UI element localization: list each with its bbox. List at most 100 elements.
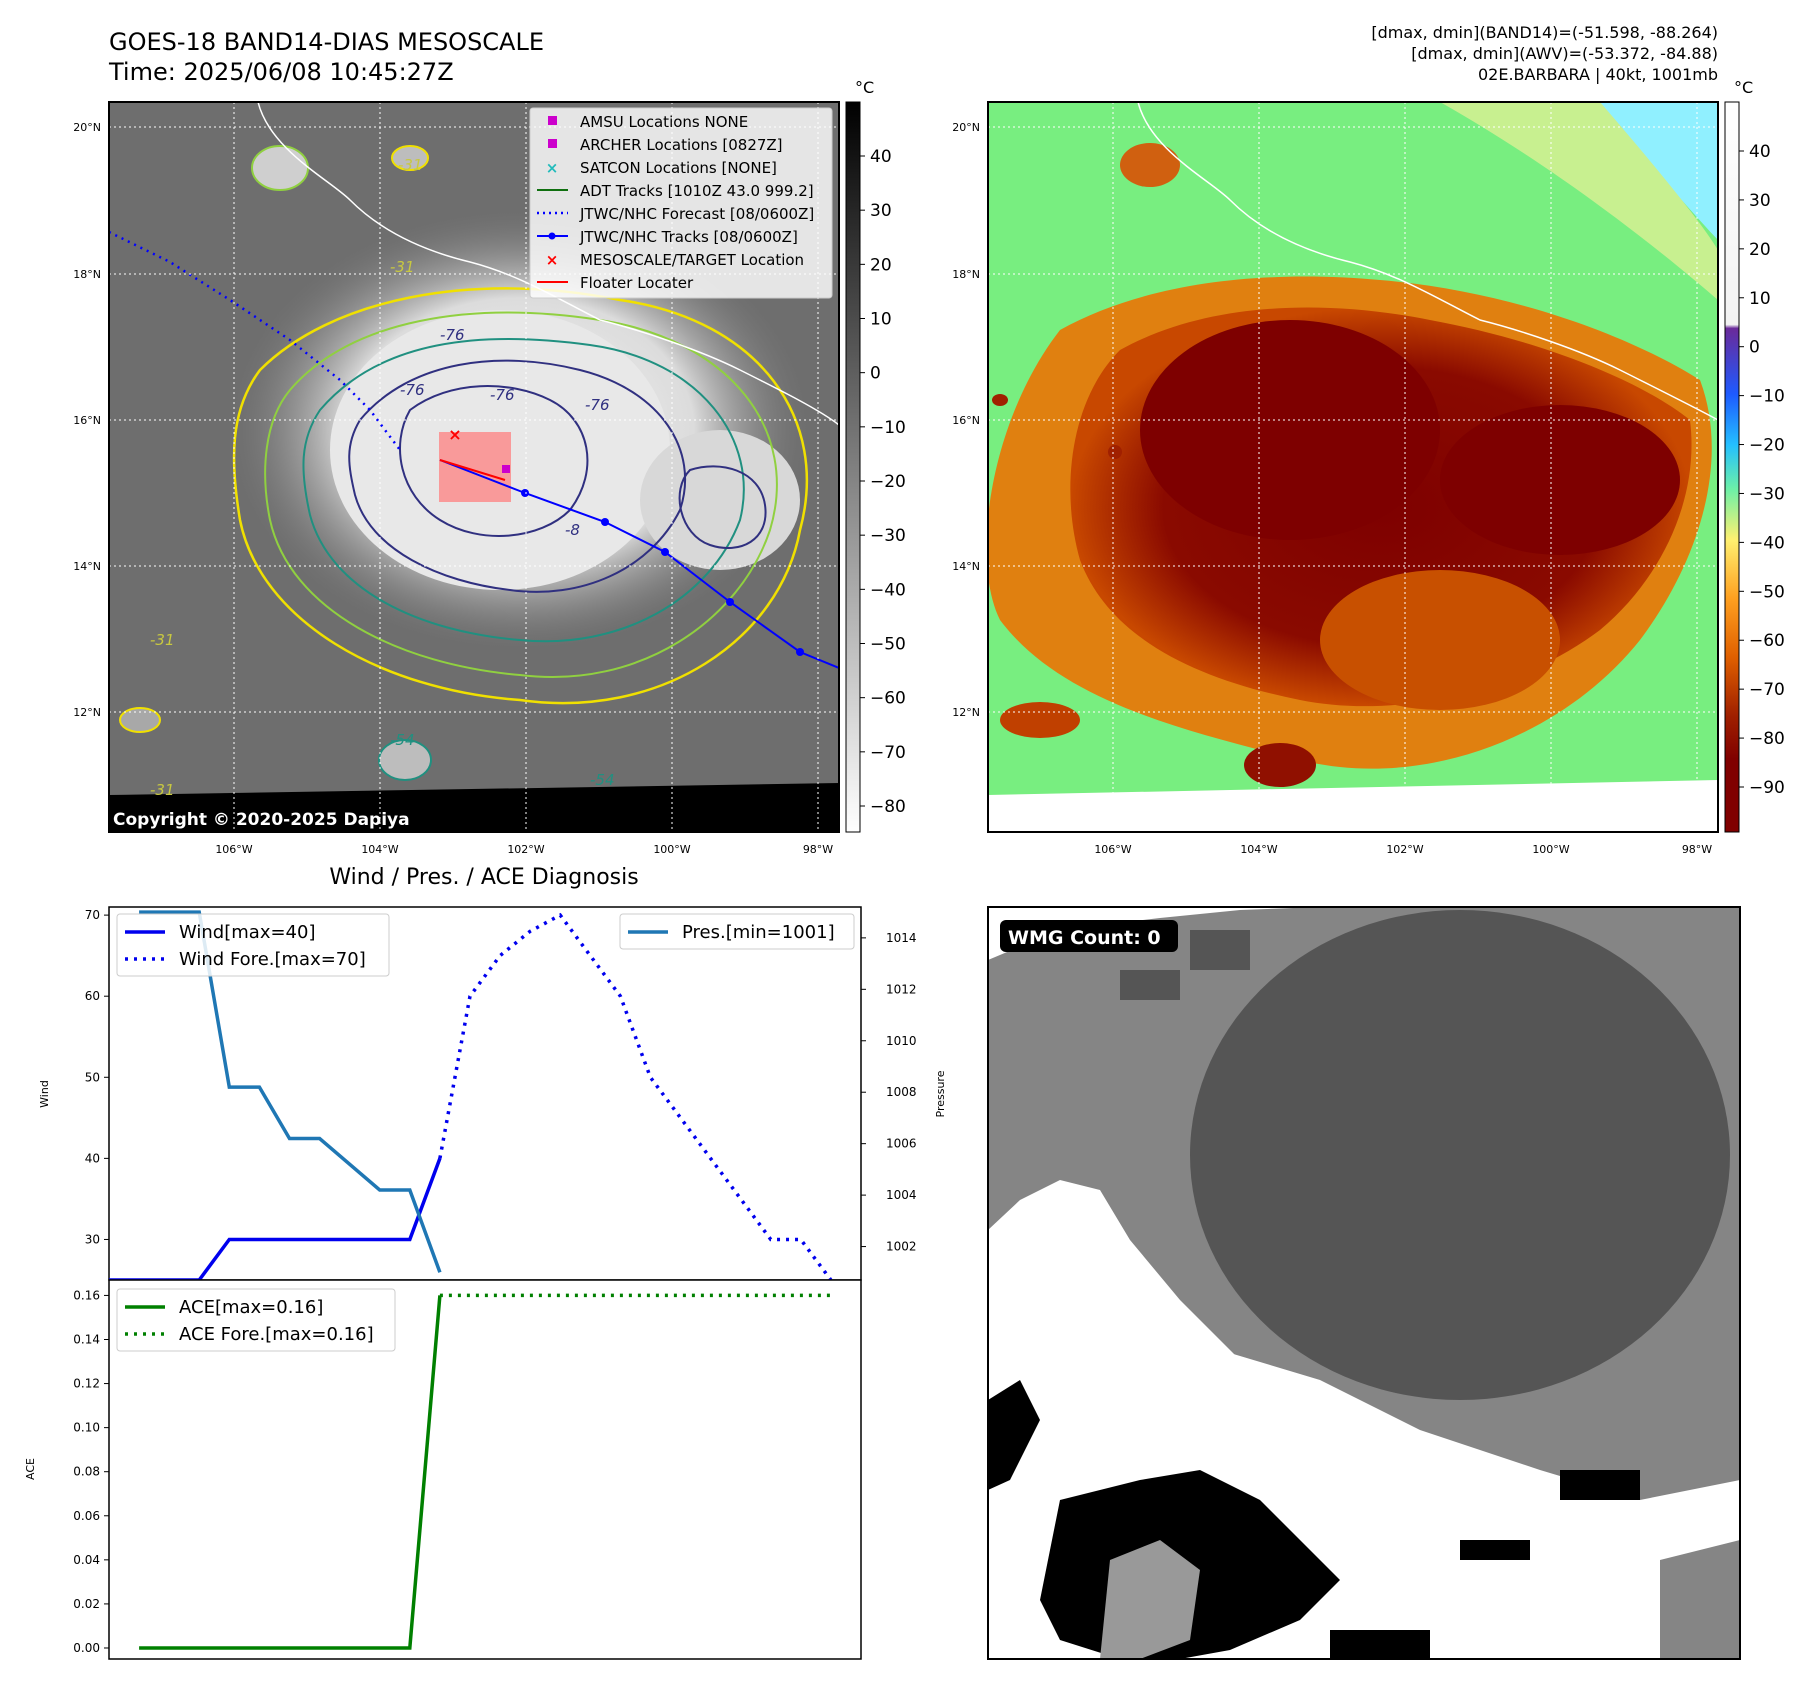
legend-label: ACE Fore.[max=0.16]	[179, 1324, 374, 1345]
y2-tick-label: 1012	[886, 982, 917, 996]
ace-chart: 0.16 0.14 0.12 0.10 0.08 0.06 0.04 0.02 0.00 ACE[…	[24, 1279, 862, 1660]
series-line	[438, 912, 833, 1282]
info-line3: 02E.BARBARA | 40kt, 1001mb	[1478, 65, 1718, 84]
lon-tick: 106°W	[1094, 843, 1131, 856]
ir-map-panel: × -31 -31 -31 -31 -54 -54	[108, 101, 840, 833]
legend-square-marker	[548, 139, 557, 148]
map-legend: AMSU Locations NONE ARCHER Locations [082…	[529, 107, 833, 299]
lat-tick: 18°N	[73, 268, 101, 281]
legend-dot	[548, 232, 556, 240]
colorbar-tick-label: −40	[1749, 533, 1785, 553]
lat-tick: 14°N	[952, 560, 980, 573]
series-line	[139, 1295, 442, 1650]
colorbar-tick-label: 0	[1749, 338, 1760, 358]
legend-entry: × SATCON Locations [NONE]	[546, 159, 777, 177]
y-tick-label: 40	[85, 1151, 100, 1165]
colorbar-tick-label: −90	[1749, 778, 1785, 798]
legend-entry: JTWC/NHC Tracks [08/0600Z]	[537, 228, 798, 246]
colorbar-tick-label: −30	[870, 526, 906, 546]
y-tick-label: 70	[85, 908, 100, 922]
title-line2: Time: 2025/06/08 10:45:27Z	[108, 58, 454, 86]
legend-entry: JTWC/NHC Forecast [08/0600Z]	[537, 205, 814, 223]
contour-label: -31	[150, 781, 175, 799]
legend-label: ARCHER Locations [0827Z]	[580, 136, 783, 154]
colorbar-tick-label: −60	[1749, 631, 1785, 651]
lat-tick: 12°N	[73, 706, 101, 719]
svg-text:×: ×	[448, 425, 461, 444]
y-tick-label: 0.12	[73, 1377, 100, 1391]
legend-label: JTWC/NHC Forecast [08/0600Z]	[579, 205, 814, 223]
legend-label: Wind[max=40]	[179, 922, 316, 943]
colorbar-tick-label: −70	[870, 743, 906, 763]
lon-tick: 100°W	[1532, 843, 1569, 856]
lon-tick: 102°W	[507, 843, 544, 856]
y-tick-label: 60	[85, 989, 100, 1003]
y-tick-label: 50	[85, 1070, 100, 1084]
legend-entry: ARCHER Locations [0827Z]	[548, 136, 783, 154]
legend-label: AMSU Locations NONE	[580, 113, 748, 131]
colorbar-tick-label: −80	[1749, 729, 1785, 749]
legend-square-marker	[548, 116, 557, 125]
lat-tick: 18°N	[952, 268, 980, 281]
contour-label: -76	[400, 381, 425, 399]
y2-tick-label: 1006	[886, 1137, 917, 1151]
legend-entry: Floater Locater	[537, 274, 694, 292]
info-line2: [dmax, dmin](AWV)=(-53.372, -84.88)	[1411, 44, 1718, 63]
colorbar-tick-label: −50	[1749, 582, 1785, 602]
lat-tick: 12°N	[952, 706, 980, 719]
colorbar-tick-label: 20	[870, 255, 892, 275]
colorbar-tick-label: 40	[870, 147, 892, 167]
legend-label: Floater Locater	[580, 274, 694, 292]
y2-tick-label: 1002	[886, 1240, 917, 1254]
contour-label: -76	[440, 326, 465, 344]
legend-entry: ADT Tracks [1010Z 43.0 999.2]	[537, 182, 814, 200]
ace-axis-label: ACE	[24, 1458, 37, 1480]
wind-axis-label: Wind	[38, 1080, 51, 1108]
y2-tick-label: 1014	[886, 931, 917, 945]
wmg-count-label: WMG Count: 0	[1008, 927, 1161, 949]
lat-tick: 20°N	[952, 121, 980, 134]
lon-tick: 100°W	[653, 843, 690, 856]
y-tick-label: 0.08	[73, 1465, 100, 1479]
chart-legend: Pres.[min=1001]	[619, 913, 855, 950]
y2-tick-label: 1010	[886, 1034, 917, 1048]
y-tick-label: 0.10	[73, 1421, 100, 1435]
colorbar-tick-label: −50	[870, 635, 906, 655]
colorbar-tick-label: 20	[1749, 240, 1771, 260]
chart-legend: ACE[max=0.16] ACE Fore.[max=0.16]	[116, 1288, 396, 1352]
left-colorbar: °C 40 30 20 10 0 −10 −20 −30 −40 −50 −60 −70 −80	[845, 78, 906, 833]
contour-label: -54	[390, 731, 415, 749]
lon-tick: 106°W	[215, 843, 252, 856]
pressure-axis-label: Pressure	[934, 1070, 947, 1117]
lat-tick: 20°N	[73, 121, 101, 134]
chart-legend: Wind[max=40] Wind Fore.[max=70]	[116, 913, 390, 977]
diagnosis-title: Wind / Pres. / ACE Diagnosis	[329, 865, 638, 890]
colorbar-tick-label: 30	[1749, 191, 1771, 211]
y-tick-label: 0.00	[73, 1641, 100, 1655]
colorbar-tick-label: −10	[1749, 387, 1785, 407]
colorbar-tick-label: 0	[870, 364, 881, 384]
lon-tick: 98°W	[803, 843, 833, 856]
y2-tick-label: 1008	[886, 1085, 917, 1099]
y-tick-label: 0.02	[73, 1597, 100, 1611]
left-colorbar-unit: °C	[855, 78, 874, 97]
y-tick-label: 0.06	[73, 1509, 100, 1523]
lat-tick: 16°N	[952, 414, 980, 427]
legend-x-marker: ×	[546, 159, 559, 177]
lon-tick: 104°W	[361, 843, 398, 856]
y-tick-label: 0.04	[73, 1553, 100, 1567]
colorbar-tick-label: −60	[870, 689, 906, 709]
contour-label: -31	[390, 258, 415, 276]
legend-label: MESOSCALE/TARGET Location	[580, 251, 804, 269]
lat-tick: 16°N	[73, 414, 101, 427]
lon-tick: 102°W	[1386, 843, 1423, 856]
contour-label: -31	[150, 631, 175, 649]
colorbar-tick-label: 10	[1749, 289, 1771, 309]
lon-tick: 104°W	[1240, 843, 1277, 856]
right-colorbar: °C 40 30 20 10 0 −10 −20 −30 −40 −50 −60 −70 −80 −90	[1724, 78, 1785, 833]
awv-map-panel	[987, 101, 1719, 833]
colorbar-tick-label: −70	[1749, 680, 1785, 700]
right-colorbar-unit: °C	[1734, 78, 1753, 97]
wmg-panel: WMG Count: 0	[987, 906, 1741, 1660]
colorbar-tick-label: 10	[870, 310, 892, 330]
